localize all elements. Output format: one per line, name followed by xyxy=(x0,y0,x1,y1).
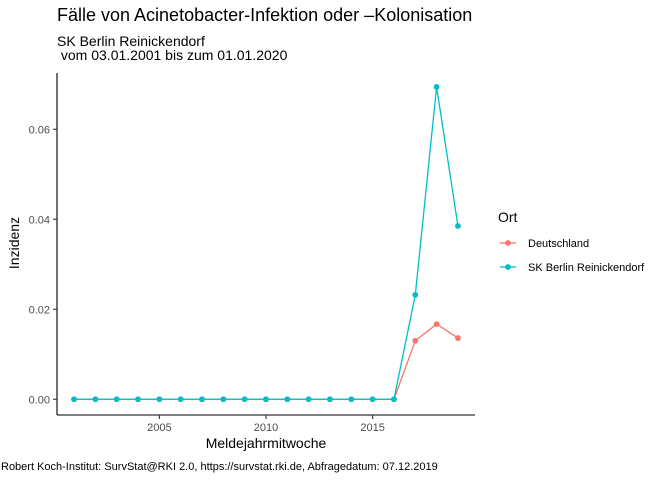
y-tick-label: 0.04 xyxy=(29,214,50,226)
legend-key-point-deutschland xyxy=(505,240,511,246)
data-point-sk-berlin-reinickendorf xyxy=(241,396,248,403)
data-point-sk-berlin-reinickendorf xyxy=(199,396,205,403)
data-point-sk-berlin-reinickendorf xyxy=(348,396,355,403)
chart-caption: Robert Koch-Institut: SurvStat@RKI 2.0, … xyxy=(1,461,438,473)
chart-subtitle-line2: vom 03.01.2001 bis zum 01.01.2020 xyxy=(57,47,288,63)
legend: Ort Deutschland SK Berlin Reinickendorf xyxy=(498,209,645,274)
y-tick-label: 0.02 xyxy=(29,304,50,316)
x-ticks: 2005 2010 2015 xyxy=(147,415,385,434)
x-axis-label: Meldejahrmitwoche xyxy=(206,435,327,451)
data-point-deutschland xyxy=(433,321,440,327)
legend-entry-label: SK Berlin Reinickendorf xyxy=(528,262,645,274)
data-point-deutschland xyxy=(455,335,461,341)
data-point-sk-berlin-reinickendorf xyxy=(263,396,269,403)
data-point-sk-berlin-reinickendorf xyxy=(177,396,184,403)
series-line-deutschland xyxy=(74,323,459,400)
legend-title: Ort xyxy=(498,209,518,225)
data-point-sk-berlin-reinickendorf xyxy=(433,84,440,90)
y-tick-label: 0.06 xyxy=(29,124,50,136)
y-axis-label: Inzidenz xyxy=(6,217,22,269)
x-tick-label: 2010 xyxy=(254,422,278,434)
legend-entry-label: Deutschland xyxy=(528,238,589,250)
y-tick-label: 0.00 xyxy=(29,394,50,406)
data-point-sk-berlin-reinickendorf xyxy=(391,396,397,403)
data-point-sk-berlin-reinickendorf xyxy=(220,396,227,403)
data-point-sk-berlin-reinickendorf xyxy=(135,396,141,403)
data-point-sk-berlin-reinickendorf xyxy=(156,396,163,403)
data-point-sk-berlin-reinickendorf xyxy=(113,396,120,403)
data-point-sk-berlin-reinickendorf xyxy=(369,396,376,403)
data-point-sk-berlin-reinickendorf xyxy=(455,223,461,229)
data-point-sk-berlin-reinickendorf xyxy=(71,396,77,403)
x-tick-label: 2005 xyxy=(147,422,171,434)
data-point-sk-berlin-reinickendorf xyxy=(327,396,333,403)
x-tick-label: 2015 xyxy=(360,422,384,434)
data-point-sk-berlin-reinickendorf xyxy=(284,396,291,403)
series-layer xyxy=(71,84,461,403)
legend-key-point-sk-berlin-reinickendorf xyxy=(505,264,511,270)
series-line-sk-berlin-reinickendorf xyxy=(74,86,459,400)
chart-title: Fälle von Acinetobacter-Infektion oder –… xyxy=(57,5,472,25)
data-point-sk-berlin-reinickendorf xyxy=(92,396,99,403)
y-ticks: 0.00 0.02 0.04 0.06 xyxy=(29,124,57,406)
data-point-sk-berlin-reinickendorf xyxy=(305,396,312,403)
data-point-sk-berlin-reinickendorf xyxy=(412,291,419,298)
data-point-deutschland xyxy=(412,337,419,344)
chart-subtitle-line1: SK Berlin Reinickendorf xyxy=(57,33,205,49)
legend-entries: Deutschland SK Berlin Reinickendorf xyxy=(500,238,645,274)
plot-area: 2005 2010 2015 0.00 0.02 0.04 0.06 xyxy=(29,73,475,434)
